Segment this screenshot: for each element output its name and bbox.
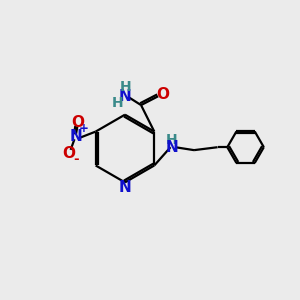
Text: -: - xyxy=(73,153,78,167)
Text: O: O xyxy=(71,115,84,130)
Text: N: N xyxy=(118,180,131,195)
Text: O: O xyxy=(63,146,76,161)
Text: N: N xyxy=(119,89,131,104)
Text: O: O xyxy=(156,87,169,102)
Text: H: H xyxy=(166,133,178,146)
Text: H: H xyxy=(112,96,123,110)
Text: N: N xyxy=(165,140,178,155)
Text: H: H xyxy=(119,80,131,94)
Text: +: + xyxy=(79,122,89,135)
Text: N: N xyxy=(70,129,82,144)
